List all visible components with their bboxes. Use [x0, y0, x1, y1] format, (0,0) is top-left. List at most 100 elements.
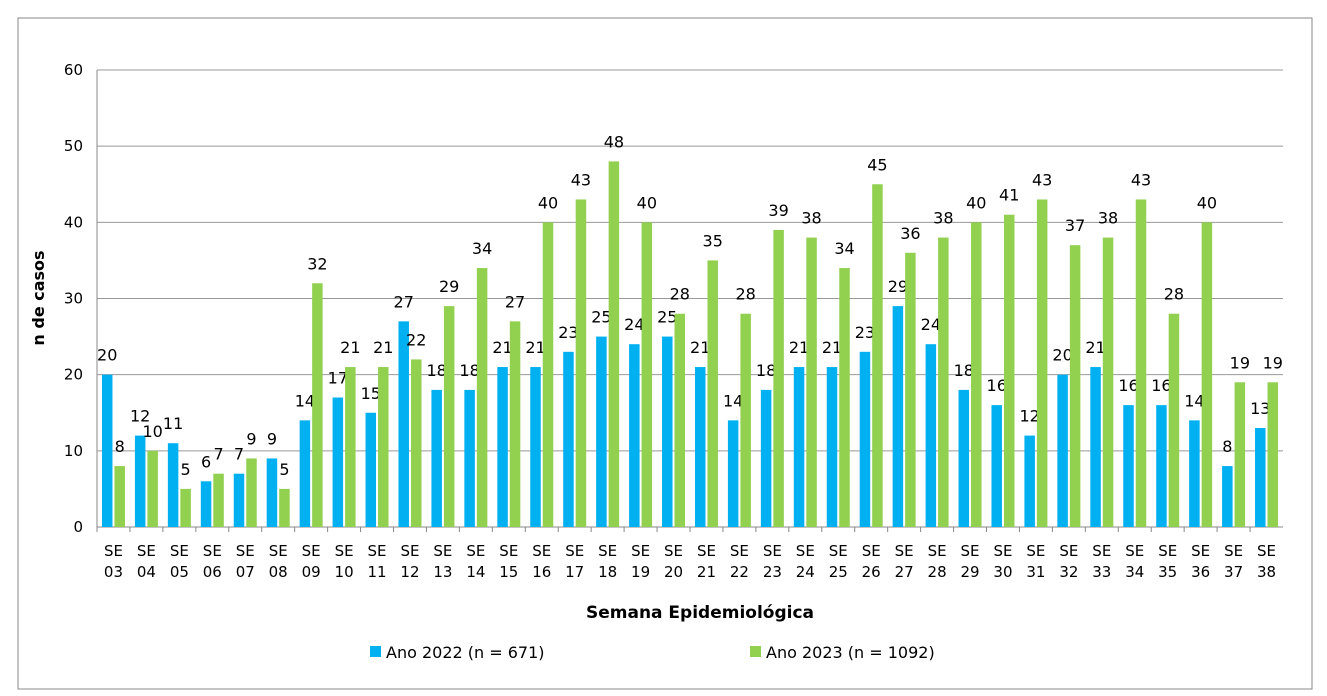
x-tick-label: SE 24 [795, 542, 815, 581]
bar [233, 473, 245, 527]
bar [826, 367, 838, 527]
bar [793, 367, 805, 527]
x-tick-label: SE 05 [169, 542, 189, 581]
y-tick-label: 30 [64, 290, 83, 308]
x-axis-title: Semana Epidemiológica [586, 603, 814, 623]
data-label: 43 [1032, 170, 1052, 189]
x-tick-label: SE 13 [433, 542, 453, 581]
data-label: 21 [690, 338, 710, 357]
bar [958, 389, 970, 527]
bar [1003, 214, 1015, 527]
x-tick-label: SE 14 [466, 542, 486, 581]
bar [1024, 435, 1035, 527]
bar [200, 481, 212, 527]
data-label: 18 [426, 361, 446, 380]
data-label: 19 [1230, 353, 1250, 372]
x-tick-label: SE 38 [1256, 542, 1277, 581]
y-tick-label: 20 [64, 366, 83, 384]
data-label: 24 [921, 315, 941, 334]
x-tick-label: SE 06 [202, 542, 222, 581]
data-label: 18 [756, 361, 776, 380]
bar [1057, 374, 1068, 527]
bar [971, 222, 982, 528]
x-tick-label: SE 20 [663, 542, 684, 581]
data-label: 16 [1118, 376, 1138, 395]
bar [476, 268, 488, 527]
bar [167, 443, 179, 527]
data-label: 35 [703, 231, 723, 250]
x-tick-label: SE 19 [631, 542, 651, 581]
bar [1189, 420, 1200, 527]
x-tick-label: SE 09 [301, 542, 321, 581]
bar [332, 397, 344, 527]
data-label: 39 [768, 201, 788, 220]
data-label: 7 [213, 445, 223, 464]
legend-swatch [750, 646, 761, 657]
data-label: 22 [406, 330, 426, 349]
x-tick-label: SE 32 [1059, 542, 1079, 581]
x-tick-label: SE 15 [499, 542, 519, 581]
x-tick-label: SE 36 [1191, 542, 1211, 581]
data-label: 29 [888, 277, 908, 296]
bar [410, 359, 422, 527]
x-tick-label: SE 16 [532, 542, 552, 581]
x-tick-label: SE 26 [861, 542, 881, 581]
x-tick-label: SE 34 [1125, 542, 1145, 581]
bar [134, 435, 146, 527]
data-label: 8 [115, 437, 125, 456]
bar [246, 458, 257, 527]
bar [1036, 199, 1048, 527]
x-tick-label: SE 11 [367, 542, 387, 581]
bar [365, 412, 377, 527]
bar [872, 184, 883, 527]
data-label: 21 [789, 338, 809, 357]
bar [147, 450, 158, 527]
bar [707, 260, 718, 527]
bar [740, 313, 751, 527]
bar [431, 389, 442, 527]
x-tick-label: SE 18 [598, 542, 618, 581]
bar [1069, 245, 1081, 527]
bar [1201, 222, 1213, 528]
data-label: 5 [279, 460, 289, 479]
x-tick-label: SE 31 [1026, 542, 1046, 581]
data-label: 16 [987, 376, 1007, 395]
x-tick-label: SE 21 [696, 542, 717, 581]
data-label: 41 [999, 186, 1019, 205]
data-label: 28 [670, 285, 690, 304]
bar [213, 473, 224, 527]
data-label: 40 [966, 193, 986, 212]
bar [1123, 405, 1134, 527]
bar [312, 283, 323, 527]
data-label: 13 [1250, 399, 1270, 418]
bar [509, 321, 521, 527]
data-label: 24 [624, 315, 644, 334]
data-label: 21 [340, 338, 360, 357]
data-label: 27 [394, 292, 414, 311]
data-label: 11 [163, 414, 183, 433]
data-label: 8 [1222, 437, 1232, 456]
bar [674, 313, 686, 527]
bar [279, 488, 290, 527]
data-label: 28 [735, 285, 755, 304]
bar [1267, 382, 1279, 527]
bar [114, 466, 125, 527]
data-label: 43 [571, 170, 591, 189]
data-label: 14 [1184, 391, 1204, 410]
data-label: 15 [361, 384, 381, 403]
data-label: 14 [723, 391, 743, 410]
legend-swatch [370, 646, 381, 657]
data-label: 37 [1065, 216, 1085, 235]
x-tick-label: SE 22 [729, 542, 749, 581]
x-tick-label: SE 10 [334, 542, 354, 581]
x-tick-label: SE 25 [828, 542, 848, 581]
x-tick-label: SE 28 [927, 542, 947, 581]
y-tick-label: 60 [64, 61, 83, 79]
data-label: 25 [591, 308, 611, 327]
bar [1135, 199, 1147, 527]
bar [1090, 367, 1101, 527]
y-tick-label: 0 [73, 518, 83, 536]
bar [760, 389, 772, 527]
data-label: 21 [822, 338, 842, 357]
